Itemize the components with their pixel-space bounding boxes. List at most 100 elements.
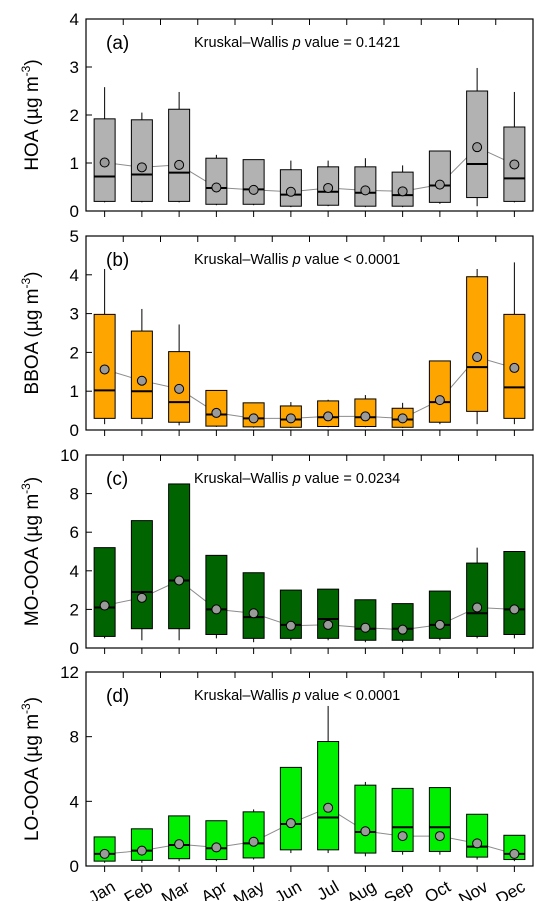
- kruskal-wallis-annotation: Kruskal–Wallis p value = 0.1421: [194, 35, 400, 51]
- mean-line: [104, 807, 515, 855]
- y-axis-label-end: ): [22, 272, 43, 278]
- panel-label: (c): [106, 469, 128, 490]
- stat-p-symbol: p: [292, 471, 301, 487]
- stat-prefix: Kruskal–Wallis: [194, 35, 293, 51]
- y-tick-label: 1: [70, 382, 79, 401]
- box-nov: [466, 268, 489, 425]
- mean-point: [434, 395, 445, 406]
- mean-point: [397, 624, 408, 635]
- box-nov: [466, 547, 489, 639]
- y-tick-label: 4: [70, 266, 79, 285]
- box-iqr: [242, 159, 265, 205]
- x-tick-label: Jun: [272, 877, 305, 901]
- box-jul: [317, 705, 340, 854]
- mean-point: [248, 413, 259, 424]
- mean-point: [211, 604, 222, 615]
- x-tick-label: Jan: [85, 877, 118, 901]
- y-tick-label: 2: [70, 106, 79, 125]
- y-tick-label: 8: [70, 728, 79, 747]
- box-iqr: [428, 787, 451, 852]
- y-axis-label-main: HOA (µg m: [22, 76, 43, 170]
- y-tick-label: 4: [70, 792, 79, 811]
- mean-point: [136, 592, 147, 603]
- x-tick-label: Apr: [198, 877, 231, 901]
- mean-point: [397, 413, 408, 424]
- box-iqr: [130, 520, 153, 630]
- y-tick-label: 4: [70, 10, 79, 29]
- box-oct: [428, 787, 451, 855]
- mean-point: [472, 602, 483, 613]
- mean-point: [211, 182, 222, 193]
- stat-value: value = 0.0234: [301, 471, 401, 487]
- panel-a: 0 1 2 3 4 (a) Kruskal–Wallis p value = 0.1421 H…: [19, 10, 534, 221]
- box-iqr: [279, 766, 302, 851]
- y-axis-label-superscript: -3: [19, 278, 33, 289]
- mean-point: [174, 159, 185, 170]
- box-jul: [317, 588, 340, 641]
- mean-point: [248, 184, 259, 195]
- mean-line: [104, 579, 515, 631]
- y-tick-label: 0: [70, 857, 79, 876]
- mean-point: [509, 604, 520, 615]
- stat-prefix: Kruskal–Wallis: [194, 471, 293, 487]
- box-aug: [354, 395, 377, 428]
- mean-point: [248, 836, 259, 847]
- box-iqr: [242, 811, 265, 859]
- stat-value: value < 0.0001: [301, 688, 401, 704]
- box-iqr: [354, 599, 377, 641]
- mean-point: [434, 619, 445, 630]
- stat-prefix: Kruskal–Wallis: [194, 688, 293, 704]
- box-mar: [168, 815, 191, 862]
- stat-p-symbol: p: [292, 252, 301, 268]
- mean-point: [136, 162, 147, 173]
- panel-b: 0 1 2 3 4 5 (b) Kruskal–Wallis p value < 0.0001…: [19, 227, 534, 440]
- y-tick-label: 0: [70, 421, 79, 440]
- box-dec: [503, 91, 526, 203]
- box-iqr: [391, 787, 414, 852]
- box-jun: [279, 766, 302, 854]
- y-tick-label: 3: [70, 305, 79, 324]
- box-dec: [503, 262, 526, 425]
- box-mar: [168, 483, 191, 641]
- box-iqr: [130, 119, 153, 202]
- box-iqr: [503, 551, 526, 635]
- box-feb: [130, 828, 153, 863]
- mean-point: [136, 375, 147, 386]
- y-tick-label: 0: [70, 639, 79, 658]
- panel-label: (d): [106, 686, 129, 707]
- box-iqr: [428, 590, 451, 639]
- y-axis-label-end: ): [22, 477, 43, 483]
- kruskal-wallis-annotation: Kruskal–Wallis p value = 0.0234: [194, 471, 400, 487]
- box-iqr: [168, 815, 191, 860]
- box-iqr: [168, 108, 191, 202]
- y-tick-label: 10: [60, 446, 79, 465]
- box-iqr: [242, 572, 265, 639]
- box-sep: [391, 787, 414, 855]
- kruskal-wallis-annotation: Kruskal–Wallis p value < 0.0001: [194, 252, 400, 268]
- box-iqr: [317, 588, 340, 639]
- mean-point: [285, 186, 296, 197]
- y-tick-label: 0: [70, 202, 79, 221]
- box-mar: [168, 324, 191, 426]
- box-aug: [354, 781, 377, 857]
- box-iqr: [466, 276, 489, 412]
- y-axis-label: BBOA (µg m-3): [19, 272, 43, 395]
- x-tick-label: Feb: [121, 877, 156, 901]
- x-tick-label: May: [230, 877, 268, 901]
- box-aug: [354, 158, 377, 208]
- y-tick-label: 2: [70, 600, 79, 619]
- box-iqr: [428, 150, 451, 203]
- panel-d: 0 4 8 12 (d) Kruskal–Wallis p value < 0.0001 L…: [19, 663, 534, 876]
- mean-point: [472, 142, 483, 153]
- y-axis-label: HOA (µg m-3): [19, 59, 43, 170]
- y-axis-label-main: MO-OOA (µg m: [22, 494, 43, 626]
- mean-point: [99, 600, 110, 611]
- box-feb: [130, 520, 153, 641]
- box-apr: [205, 820, 228, 862]
- box-iqr: [93, 547, 116, 637]
- y-axis-label-end: ): [22, 697, 43, 703]
- mean-point: [99, 364, 110, 375]
- mean-point: [509, 362, 520, 373]
- y-tick-label: 5: [70, 227, 79, 246]
- mean-point: [360, 411, 371, 422]
